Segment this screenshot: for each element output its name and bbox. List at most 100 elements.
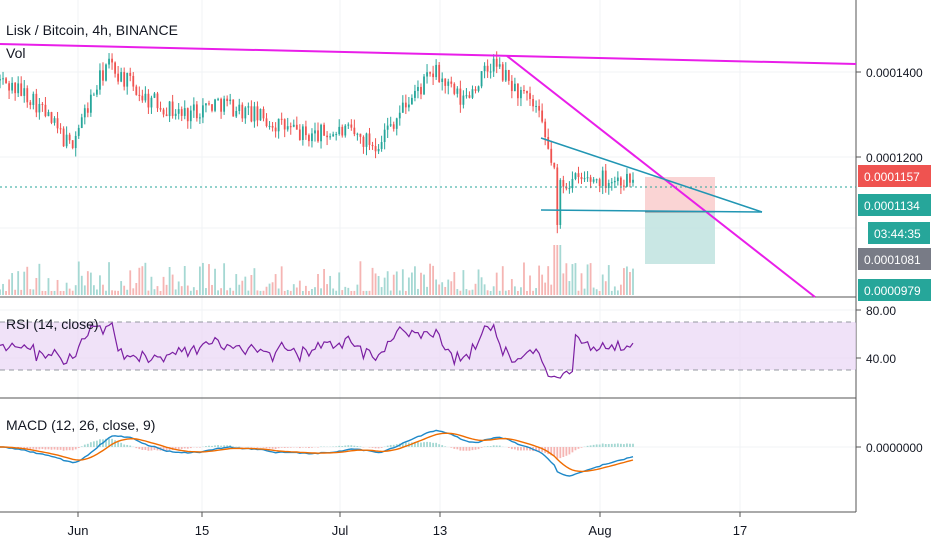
candle-body	[632, 179, 634, 183]
macd-histogram-bar	[520, 447, 522, 451]
candle-body	[465, 95, 468, 97]
macd-histogram-bar	[380, 447, 383, 448]
trend-drawings[interactable]	[0, 43, 857, 298]
candle-body	[526, 90, 528, 94]
volume-bar	[165, 284, 168, 295]
candle-body	[386, 125, 389, 130]
volume-bar	[129, 270, 132, 295]
volume-bar	[247, 290, 250, 295]
candle-body	[529, 93, 531, 99]
volume-bar	[177, 281, 180, 295]
candle-body	[583, 178, 586, 180]
candle-body	[568, 188, 571, 190]
time-tick-label: 13	[433, 523, 447, 538]
long-term-resistance-line[interactable]	[0, 43, 857, 65]
volume-bar	[74, 285, 77, 295]
macd-histogram-bar	[474, 447, 477, 450]
candle-body	[471, 89, 474, 98]
volume-bar	[99, 275, 101, 295]
candle-body	[580, 177, 583, 180]
candle-body	[20, 83, 23, 96]
candle-body	[562, 180, 565, 187]
candle-body	[513, 83, 516, 92]
volume-bar	[14, 289, 17, 295]
candle-body	[168, 101, 171, 117]
volume-bar	[50, 290, 53, 295]
volume-bar	[423, 274, 425, 295]
volume-bar	[556, 245, 559, 295]
candle-body	[183, 108, 186, 116]
candle-body	[450, 81, 453, 84]
macd-histogram-bar	[613, 443, 616, 447]
candle-body	[619, 177, 622, 186]
candle-body	[398, 112, 401, 119]
volume-bar	[492, 286, 495, 295]
macd-histogram-bar	[56, 447, 59, 450]
candle-body	[420, 86, 422, 95]
candle-body	[111, 58, 113, 63]
macd-histogram-bar	[268, 447, 271, 449]
macd-histogram-bar	[462, 447, 465, 451]
macd-histogram-bar	[541, 447, 544, 452]
candle-body	[438, 64, 441, 83]
volume-bar	[486, 290, 489, 295]
volume-bar	[274, 274, 277, 295]
volume-bar	[589, 263, 592, 295]
macd-histogram-bar	[359, 446, 362, 447]
triangle-upper[interactable]	[540, 137, 763, 213]
volume-bar	[562, 273, 565, 295]
volume-bar	[117, 290, 120, 295]
macd-histogram-bar	[435, 442, 438, 447]
macd-histogram-bar	[83, 444, 86, 447]
candle-body	[383, 129, 386, 143]
candle-body	[592, 179, 595, 182]
candle-body	[250, 106, 253, 122]
volume-bar	[108, 262, 110, 295]
price-label-box	[858, 165, 931, 187]
candle-body	[495, 58, 498, 67]
volume-bar	[359, 261, 362, 295]
macd-histogram-bar	[129, 445, 132, 447]
macd-histogram-bar	[495, 445, 498, 447]
macd-histogram-bar	[598, 444, 601, 447]
macd-histogram-bar	[513, 447, 516, 450]
macd-histogram-bar	[89, 442, 92, 447]
volume-bar	[480, 277, 483, 295]
volume-bar	[80, 275, 83, 295]
volume-bar	[568, 281, 571, 295]
candle-body	[547, 137, 550, 149]
time-tick-label: Jun	[68, 523, 89, 538]
volume-bar	[283, 290, 286, 295]
candle-body	[489, 71, 492, 73]
macd-histogram-bar	[401, 442, 404, 447]
volume-bar	[571, 264, 574, 295]
volume-bar	[102, 284, 104, 295]
macd-histogram-bar	[523, 447, 525, 451]
triangle-lower[interactable]	[540, 209, 763, 213]
macd-histogram-bar	[126, 444, 129, 447]
macd-histogram-bar	[623, 444, 625, 447]
volume-bar	[211, 284, 213, 295]
candle-body	[114, 62, 116, 74]
macd-histogram-bar	[486, 446, 489, 447]
candle-body	[96, 89, 98, 95]
candle-body	[123, 72, 126, 87]
position-target-zone[interactable]	[645, 212, 715, 264]
candle-body	[607, 183, 610, 189]
short-position-tool[interactable]	[645, 177, 715, 264]
macd-tick: 0.0000000	[866, 441, 923, 455]
volume-bar	[547, 266, 550, 295]
candle-body	[50, 112, 53, 123]
macd-histogram-bar	[538, 447, 541, 452]
descending-trendline[interactable]	[506, 55, 816, 298]
candle-body	[238, 104, 241, 112]
macd-histogram-bar	[174, 447, 177, 450]
rsi-tick: 40.00	[866, 352, 896, 366]
macd-histogram-bar	[32, 447, 35, 449]
macd-histogram-bar	[392, 444, 395, 447]
candle-body	[523, 90, 525, 92]
volume-bar	[308, 290, 310, 295]
position-stop-zone[interactable]	[645, 177, 715, 212]
volume-bar	[132, 288, 135, 295]
